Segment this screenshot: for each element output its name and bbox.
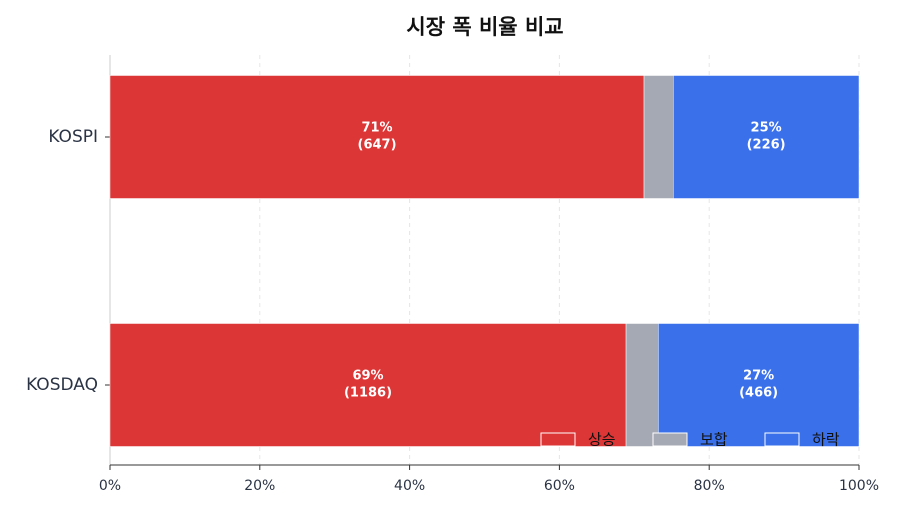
chart-title: 시장 폭 비율 비교: [406, 15, 563, 39]
legend-swatch: [540, 432, 576, 447]
count-label: (1186): [344, 386, 392, 401]
bar-segment: [643, 75, 674, 199]
count-label: (226): [747, 138, 786, 153]
x-tick-label: 20%: [244, 478, 275, 494]
data-label: 71%: [361, 121, 392, 136]
x-tick-label: 100%: [839, 478, 879, 494]
x-tick-label: 40%: [394, 478, 425, 494]
data-label: 25%: [751, 121, 782, 136]
x-tick-label: 0%: [99, 478, 121, 494]
y-tick-label: KOSDAQ: [26, 375, 98, 395]
legend-label: 상승: [588, 431, 616, 449]
x-tick-label: 80%: [694, 478, 725, 494]
data-label: 69%: [352, 369, 383, 384]
bar-segment: [658, 323, 860, 447]
legend-swatch: [764, 432, 800, 447]
bar-segment: [109, 323, 627, 447]
bar-segment: [672, 75, 860, 199]
data-label: 27%: [743, 369, 774, 384]
count-label: (647): [358, 138, 397, 153]
x-tick-label: 60%: [544, 478, 575, 494]
legend-label: 보합: [700, 431, 728, 449]
bar-segment: [625, 323, 659, 447]
count-label: (466): [739, 386, 778, 401]
y-tick-label: KOSPI: [48, 127, 98, 147]
legend-label: 하락: [812, 431, 840, 449]
legend-swatch: [652, 432, 688, 447]
